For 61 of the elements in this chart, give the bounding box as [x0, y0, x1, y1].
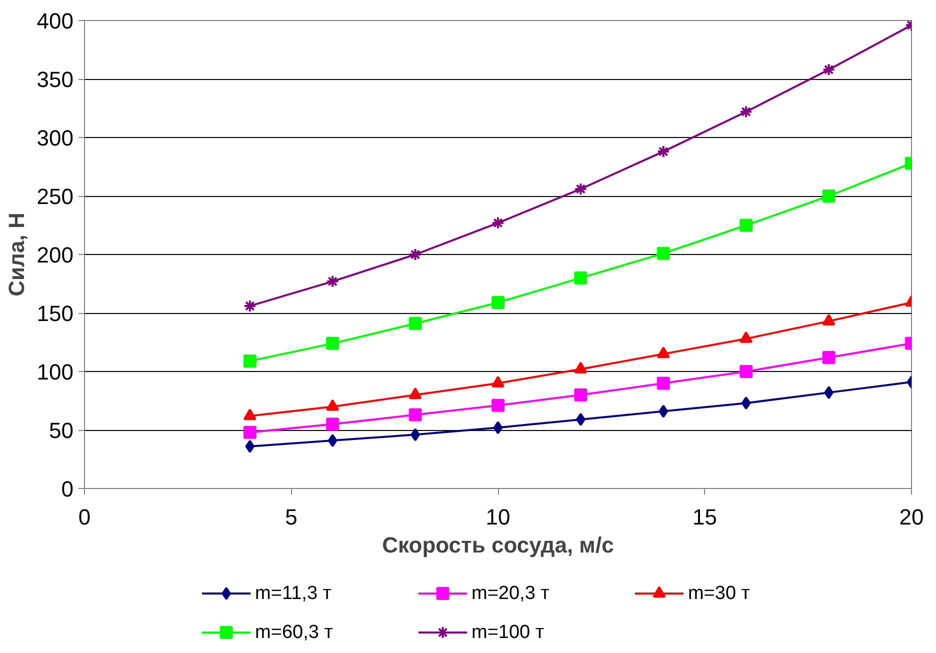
point	[493, 421, 503, 434]
x-tick-label: 0	[78, 504, 91, 530]
point	[326, 418, 340, 431]
point	[658, 404, 668, 418]
point	[243, 408, 256, 420]
x-tick-label: 20	[899, 504, 924, 530]
point	[243, 426, 256, 439]
point	[326, 399, 340, 411]
y-tick-label: 150	[36, 301, 74, 326]
point	[822, 314, 836, 326]
point	[740, 331, 753, 343]
point	[822, 63, 836, 76]
x-tick-label: 5	[285, 504, 298, 530]
point	[574, 182, 588, 196]
point	[741, 396, 751, 410]
point	[656, 246, 670, 260]
point	[408, 388, 422, 400]
x-tick-label: 10	[486, 504, 510, 530]
y-tick-label: 50	[49, 418, 74, 443]
y-axis-title: Сила, Н	[4, 212, 29, 296]
x-tick-label: 15	[692, 504, 717, 530]
y-tick-label: 100	[36, 360, 74, 384]
y-tick-label: 200	[36, 242, 74, 268]
point	[822, 350, 836, 364]
point	[328, 434, 338, 448]
point	[656, 346, 670, 358]
point	[243, 354, 256, 368]
point	[740, 365, 753, 378]
point	[740, 218, 753, 232]
point	[740, 105, 753, 118]
point	[492, 398, 504, 412]
y-tick-label: 300	[36, 126, 74, 150]
point	[408, 317, 422, 330]
point	[574, 388, 588, 402]
legend-label: m=20,3 т	[471, 583, 550, 604]
point	[408, 408, 422, 422]
point	[326, 274, 340, 288]
point	[326, 336, 340, 350]
legend-label: m=60,3 т	[255, 622, 334, 643]
point	[822, 190, 836, 202]
point	[656, 145, 670, 158]
point	[243, 299, 256, 312]
point	[574, 271, 588, 284]
legend-label: m=11,3 т	[255, 583, 332, 604]
y-tick-label: 0	[61, 476, 74, 502]
y-tick-label: 400	[36, 8, 74, 34]
point	[245, 440, 255, 453]
point	[576, 412, 586, 426]
point	[656, 376, 670, 390]
point	[410, 428, 420, 442]
legend-label: m=30 т	[688, 583, 750, 604]
point	[408, 248, 422, 261]
x-axis-title: Скорость сосуда, м/с	[382, 532, 614, 558]
y-tick-label: 250	[36, 184, 74, 209]
legend-label: m=100 т	[471, 622, 544, 643]
point	[492, 376, 504, 388]
point	[492, 216, 504, 230]
point	[492, 296, 504, 309]
point	[574, 362, 588, 374]
y-tick-label: 350	[36, 67, 74, 92]
point	[824, 386, 834, 400]
